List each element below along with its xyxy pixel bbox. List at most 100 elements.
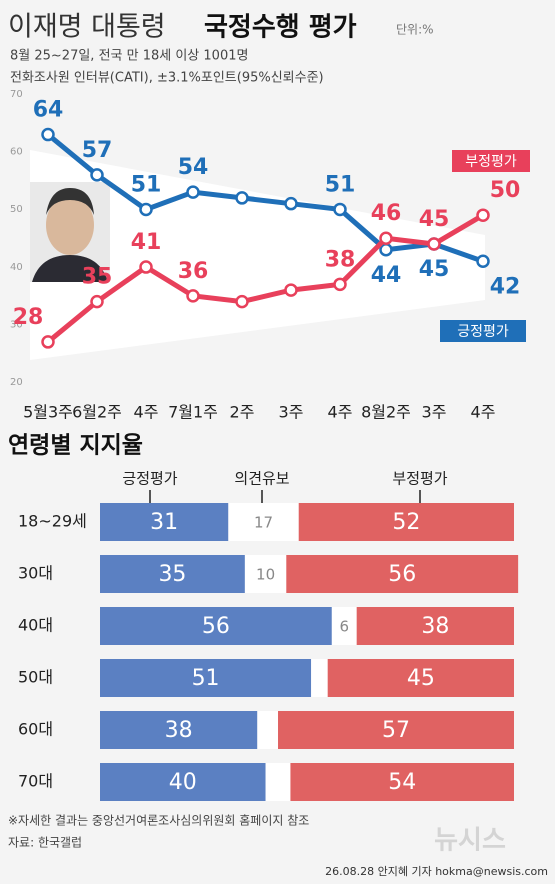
bar-segment xyxy=(278,711,514,749)
point xyxy=(476,208,490,222)
point xyxy=(186,289,200,303)
bar-segment xyxy=(100,607,332,645)
bar-segment xyxy=(100,763,266,801)
x-tick-label: 3주 xyxy=(279,403,304,422)
value-label: 54 xyxy=(178,155,209,180)
value-label: 56 xyxy=(388,562,416,587)
bar-segment xyxy=(311,659,328,697)
x-tick-label: 4주 xyxy=(134,403,159,422)
point xyxy=(333,202,347,217)
bar-segment xyxy=(356,607,514,645)
bar-segment xyxy=(286,555,519,593)
title-bold: 국정수행 평가 xyxy=(204,13,357,43)
value-label: 44 xyxy=(371,263,402,288)
bar-segment xyxy=(290,763,514,801)
x-tick-label: 5월3주 xyxy=(23,403,73,422)
value-label: 50 xyxy=(490,178,521,203)
source: 자료: 한국갤럽 xyxy=(8,836,82,850)
value-label: 38 xyxy=(421,614,449,639)
note: ※자세한 결과는 중앙선거여론조사심의위원회 홈페이지 참조 xyxy=(8,814,309,828)
value-label: 41 xyxy=(131,230,162,255)
value-label: 56 xyxy=(202,614,230,639)
y-tick-label: 70 xyxy=(10,89,23,100)
point xyxy=(427,237,441,251)
point xyxy=(90,168,104,182)
legend-label: 의견유보 xyxy=(234,470,289,488)
category-label: 18~29세 xyxy=(18,512,87,531)
bar-segment xyxy=(228,503,299,541)
legend-label: 긍정평가 xyxy=(122,470,177,488)
value-label: 46 xyxy=(371,201,402,226)
value-label: 51 xyxy=(325,172,356,197)
bar-segment xyxy=(331,607,357,645)
x-tick-label: 7월1주 xyxy=(168,403,218,422)
bar-segment xyxy=(100,555,245,593)
value-label: 36 xyxy=(178,259,209,284)
point xyxy=(90,294,104,309)
bar-segment xyxy=(100,503,229,541)
value-label: 51 xyxy=(192,666,220,691)
point xyxy=(284,283,298,297)
point xyxy=(284,196,298,211)
unit: 단위:% xyxy=(396,23,434,37)
value-label: 10 xyxy=(256,566,275,584)
value-label: 35 xyxy=(158,562,186,587)
credit: 26.08.28 안지혜 기자 hokma@newsis.com xyxy=(325,865,548,878)
x-tick-label: 4주 xyxy=(328,403,353,422)
line xyxy=(46,213,485,344)
value-label: 40 xyxy=(169,770,197,795)
point xyxy=(235,191,249,205)
x-tick-label: 2주 xyxy=(230,403,255,422)
y-tick-label: 40 xyxy=(10,262,23,273)
value-label: 45 xyxy=(419,257,450,282)
legend-label: 부정평가 xyxy=(465,154,517,170)
x-tick-label: 3주 xyxy=(422,403,447,422)
legend-tag xyxy=(452,150,530,172)
bar-segment xyxy=(100,711,258,749)
bar-segment xyxy=(257,711,279,749)
point xyxy=(379,243,393,257)
category-label: 70대 xyxy=(18,772,53,791)
legend-label: 부정평가 xyxy=(392,470,447,488)
line xyxy=(46,132,484,264)
category-label: 30대 xyxy=(18,564,53,583)
category-label: 50대 xyxy=(18,668,53,687)
point xyxy=(139,202,153,217)
value-label: 52 xyxy=(392,510,420,535)
value-label: 57 xyxy=(382,718,410,743)
value-label: 38 xyxy=(325,247,356,272)
point xyxy=(41,335,55,349)
x-tick-label: 6월2주 xyxy=(72,403,122,422)
value-label: 51 xyxy=(131,172,162,197)
value-label: 45 xyxy=(419,207,450,232)
photo xyxy=(30,182,110,282)
legend-tag xyxy=(440,320,526,342)
logo: 뉴시스 xyxy=(434,826,506,856)
value-label: 54 xyxy=(388,770,416,795)
bar-segment xyxy=(244,555,287,593)
value-label: 35 xyxy=(82,265,113,290)
value-label: 57 xyxy=(82,138,113,163)
value-label: 17 xyxy=(254,514,273,532)
y-tick-label: 20 xyxy=(10,377,23,388)
title-plain: 이재명 대통령 xyxy=(8,12,166,43)
category-label: 40대 xyxy=(18,616,53,635)
value-label: 38 xyxy=(165,718,193,743)
value-label: 45 xyxy=(407,666,435,691)
value-label: 42 xyxy=(490,274,521,299)
point xyxy=(476,254,490,269)
y-tick-label: 60 xyxy=(10,147,23,158)
chart-title: 연령별 지지율 xyxy=(8,433,143,459)
subtitle: 전화조사원 인터뷰(CATI), ±3.1%포인트(95%신뢰수준) xyxy=(10,71,324,86)
category-label: 60대 xyxy=(18,720,53,739)
bar-segment xyxy=(298,503,514,541)
legend-label: 긍정평가 xyxy=(457,324,509,340)
value-label: 64 xyxy=(33,98,64,123)
subtitle: 8월 25~27일, 전국 만 18세 이상 1001명 xyxy=(10,49,248,64)
point xyxy=(235,294,249,309)
y-tick-label: 30 xyxy=(10,319,23,330)
point xyxy=(41,127,55,142)
point xyxy=(379,231,393,245)
x-tick-label: 4주 xyxy=(471,403,496,422)
